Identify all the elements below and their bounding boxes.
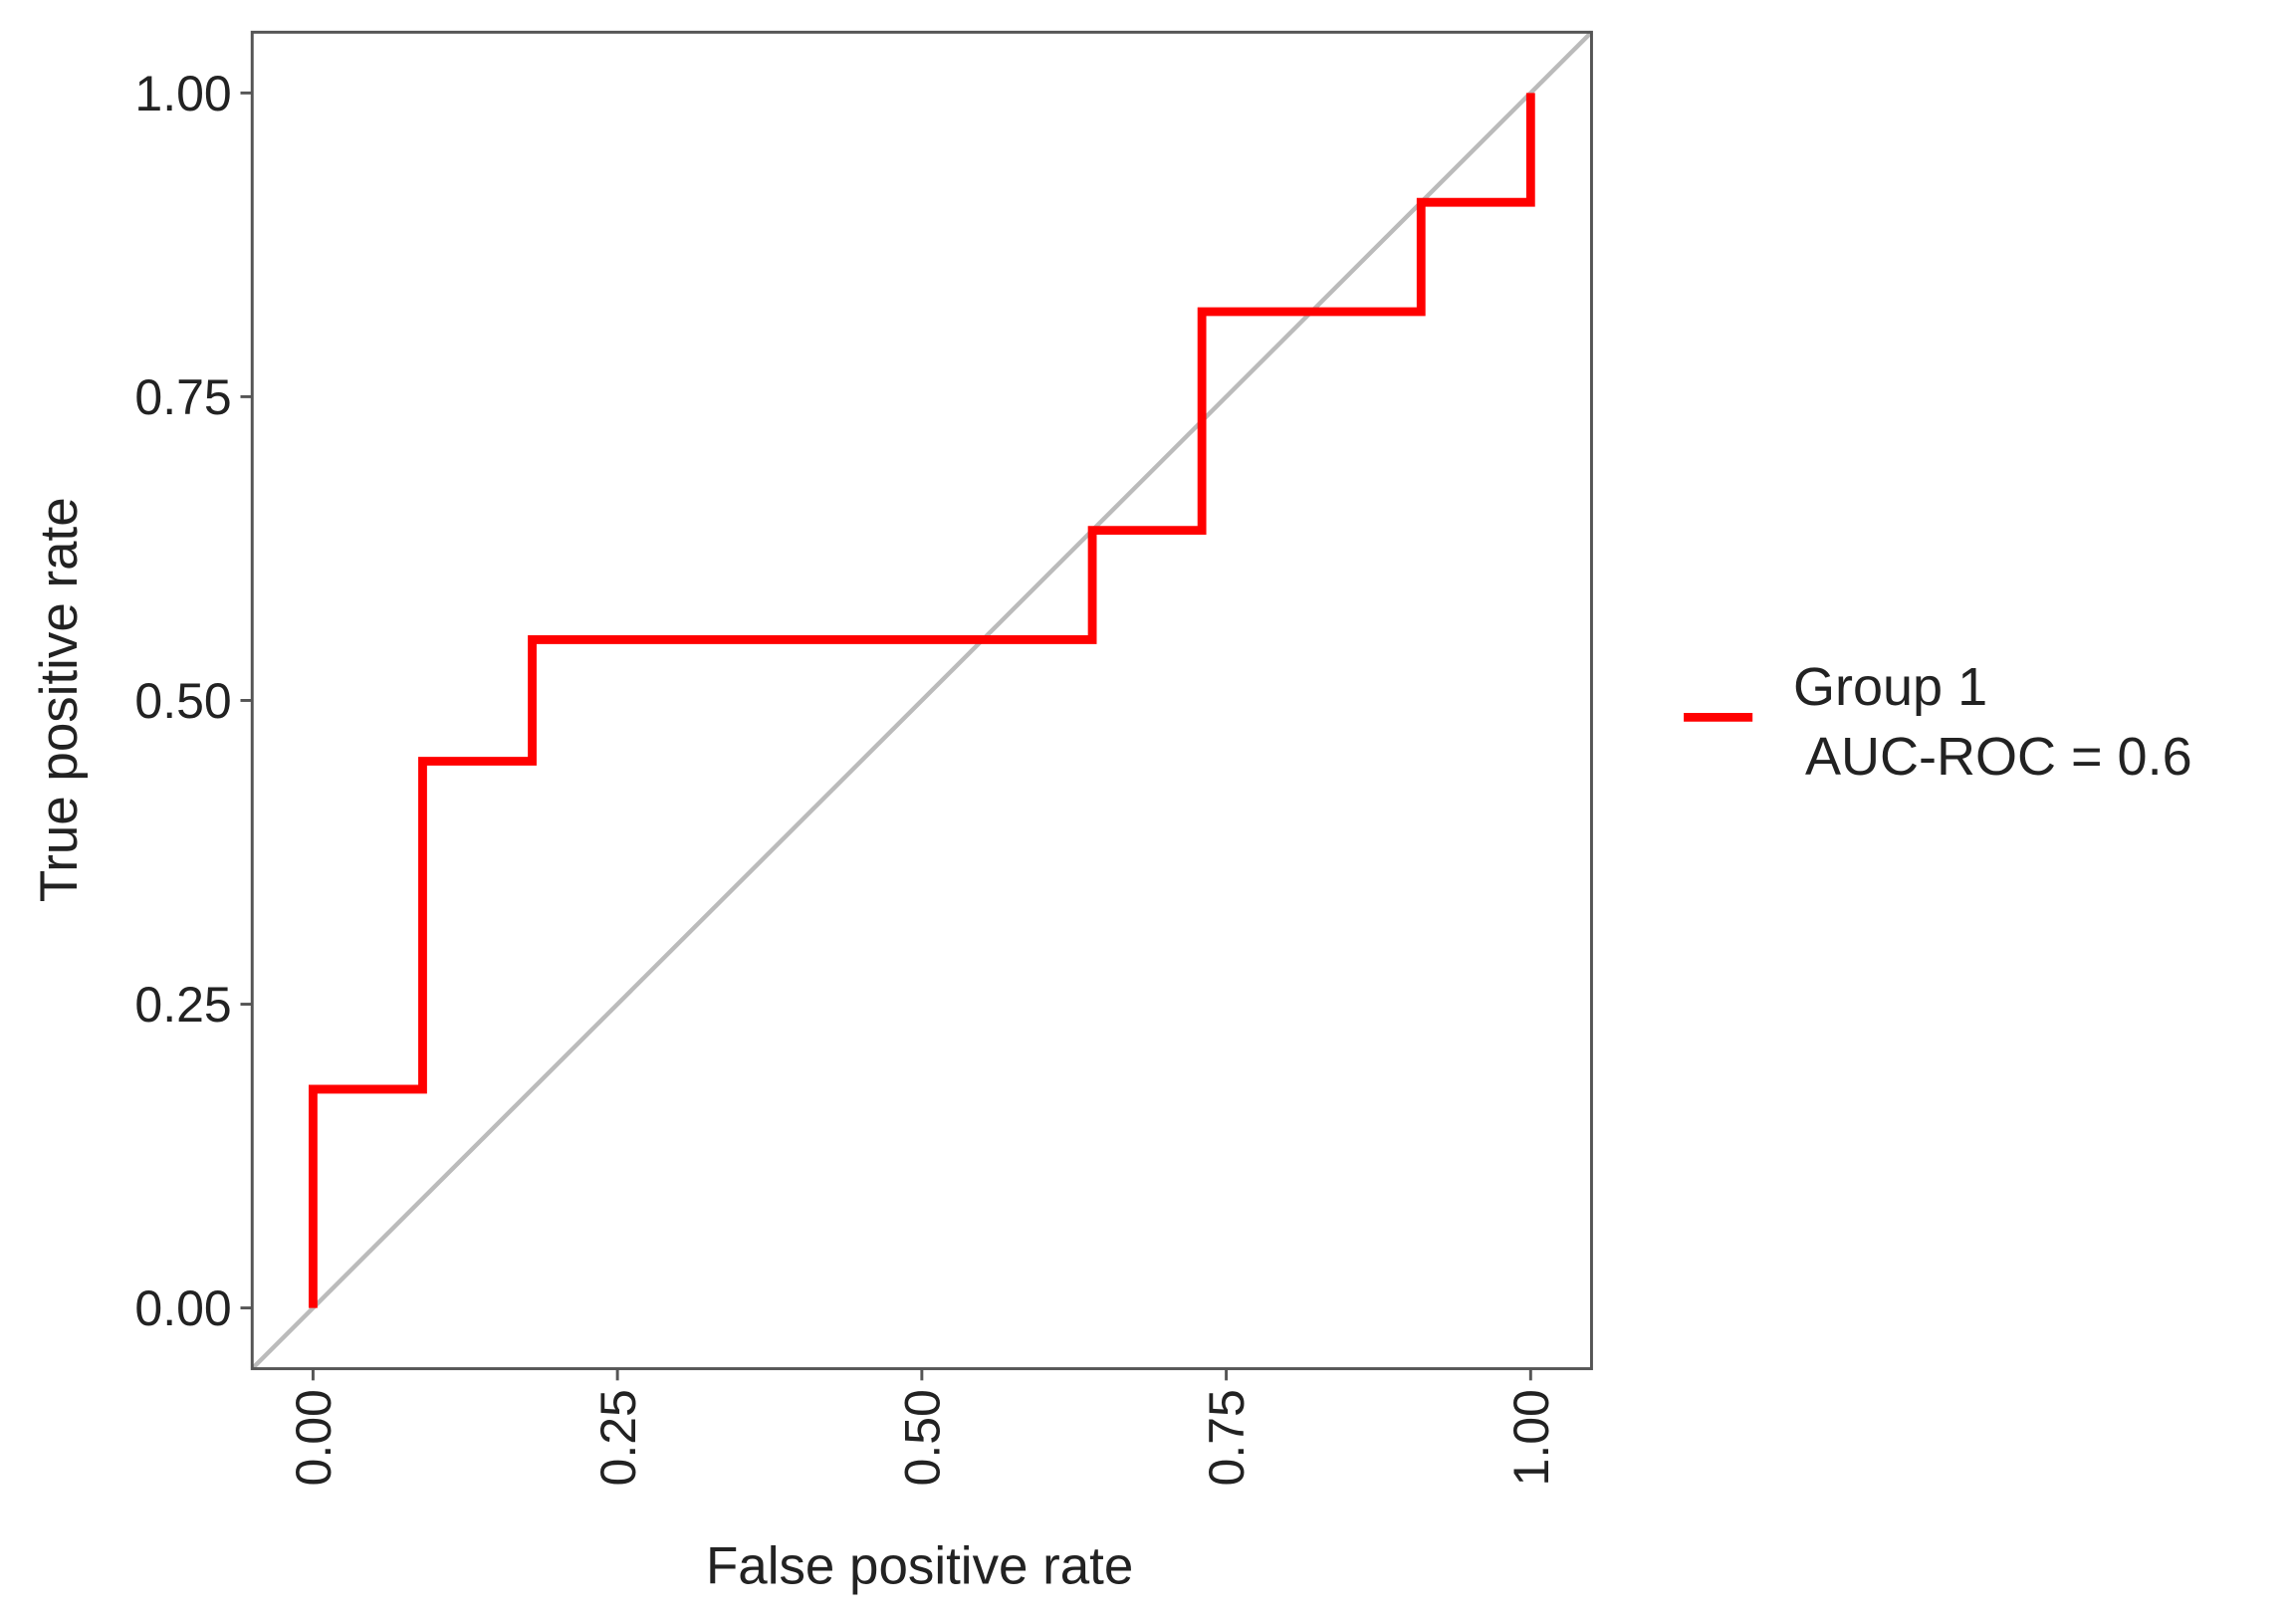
x-tick-label: 0.50: [895, 1389, 951, 1486]
legend-label: Group 1 AUC-ROC = 0.6: [1793, 657, 2192, 787]
y-tick-label: 0.75: [134, 369, 231, 425]
y-tick-label: 0.25: [134, 977, 231, 1033]
roc-line: [308, 93, 1535, 1308]
reference-diagonal: [250, 30, 1594, 1371]
x-tick-label: 1.00: [1503, 1389, 1559, 1486]
x-tick-label: 0.25: [590, 1389, 646, 1486]
y-axis-title: True positive rate: [30, 497, 89, 902]
x-tick-label: 0.75: [1199, 1389, 1255, 1486]
x-tick-label: 0.00: [286, 1389, 342, 1486]
y-tick-label: 0.00: [134, 1280, 231, 1336]
y-tick-label: 0.50: [134, 673, 231, 729]
x-axis-title: False positive rate: [706, 1537, 1133, 1596]
y-tick-label: 1.00: [134, 66, 231, 121]
